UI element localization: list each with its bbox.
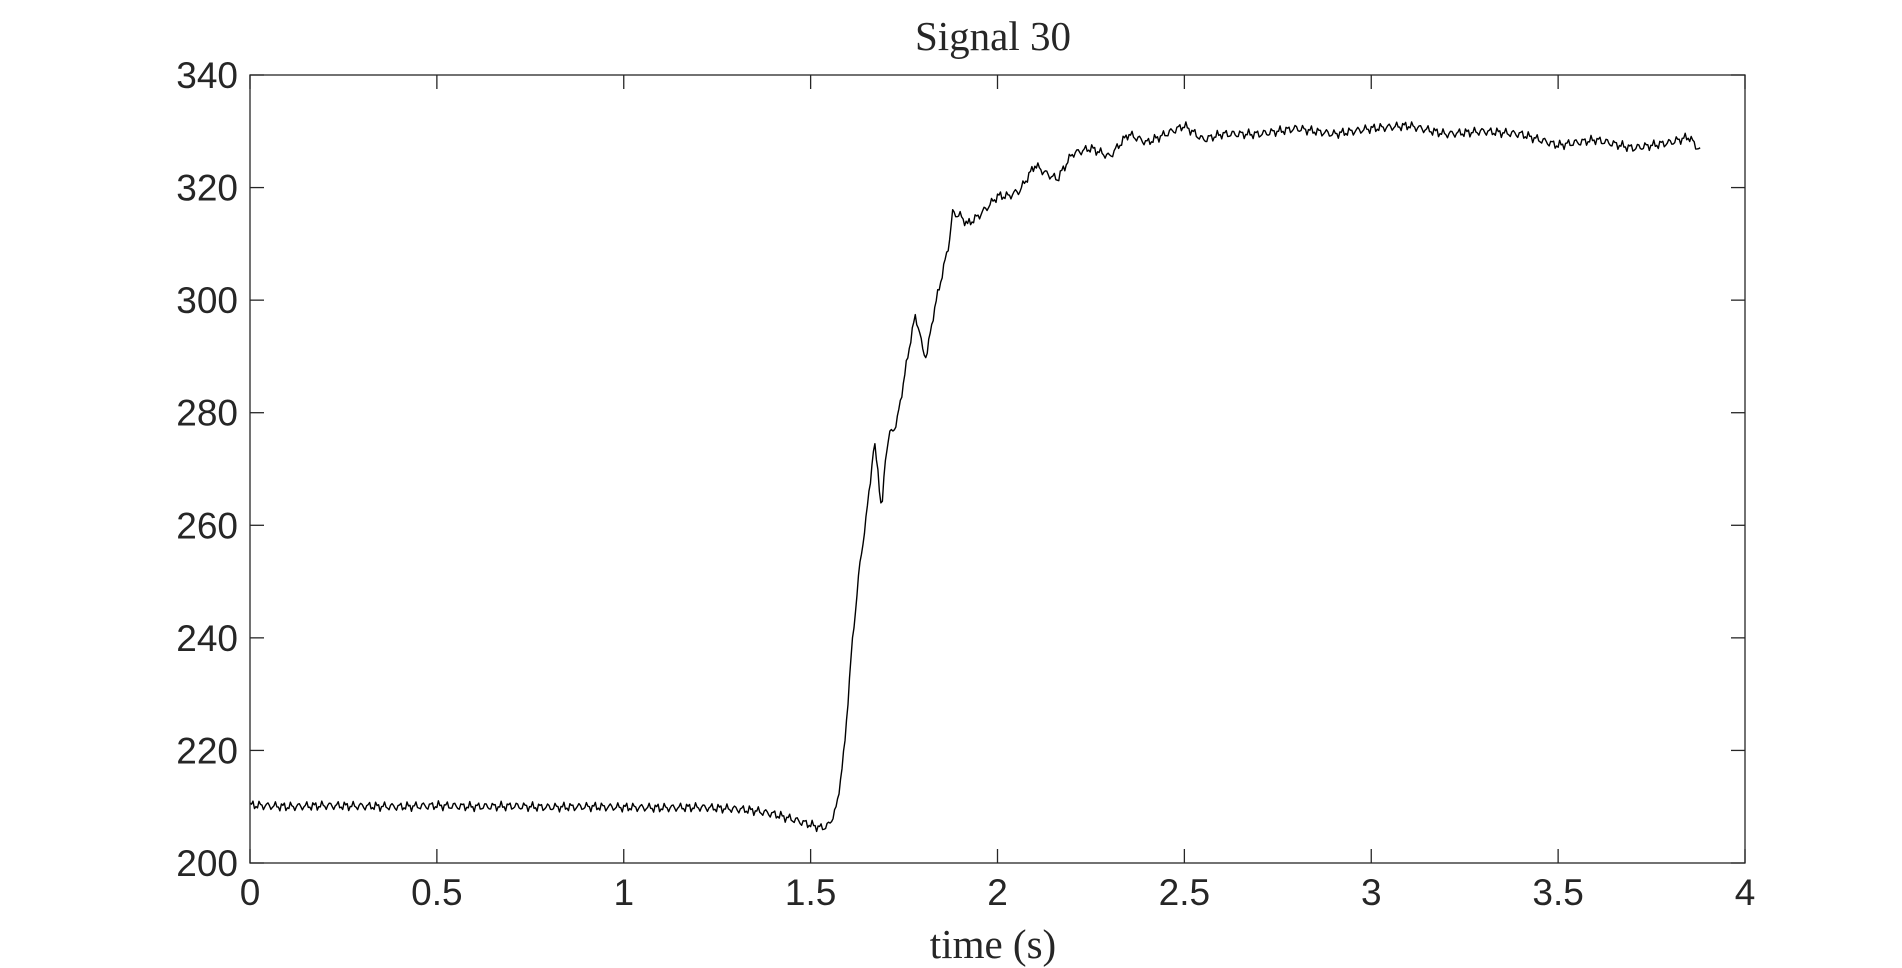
- y-tick-label: 300: [176, 280, 238, 321]
- y-tick-label: 240: [176, 618, 238, 659]
- x-tick-label: 2.5: [1159, 872, 1210, 913]
- series-line: [249, 121, 1701, 833]
- y-axis-ticks: 200 220 240 260 280 300 320 340: [176, 55, 1745, 884]
- y-tick-label: 280: [176, 393, 238, 434]
- chart-title: Signal 30: [915, 13, 1071, 59]
- x-tick-label: 4: [1735, 872, 1756, 913]
- y-tick-label: 320: [176, 168, 238, 209]
- y-tick-label: 220: [176, 730, 238, 771]
- x-tick-label: 2: [987, 872, 1008, 913]
- y-tick-label: 260: [176, 505, 238, 546]
- y-tick-label: 200: [176, 843, 238, 884]
- x-axis-ticks: 0 0.5 1 1.5 2 2.5 3 3.5 4: [240, 75, 1756, 913]
- x-axis-label: time (s): [930, 921, 1056, 967]
- x-tick-label: 0.5: [411, 872, 462, 913]
- x-tick-label: 0: [240, 872, 261, 913]
- x-tick-label: 1: [613, 872, 634, 913]
- x-tick-label: 1.5: [785, 872, 836, 913]
- y-tick-label: 340: [176, 55, 238, 96]
- x-tick-label: 3.5: [1532, 872, 1583, 913]
- x-tick-label: 3: [1361, 872, 1382, 913]
